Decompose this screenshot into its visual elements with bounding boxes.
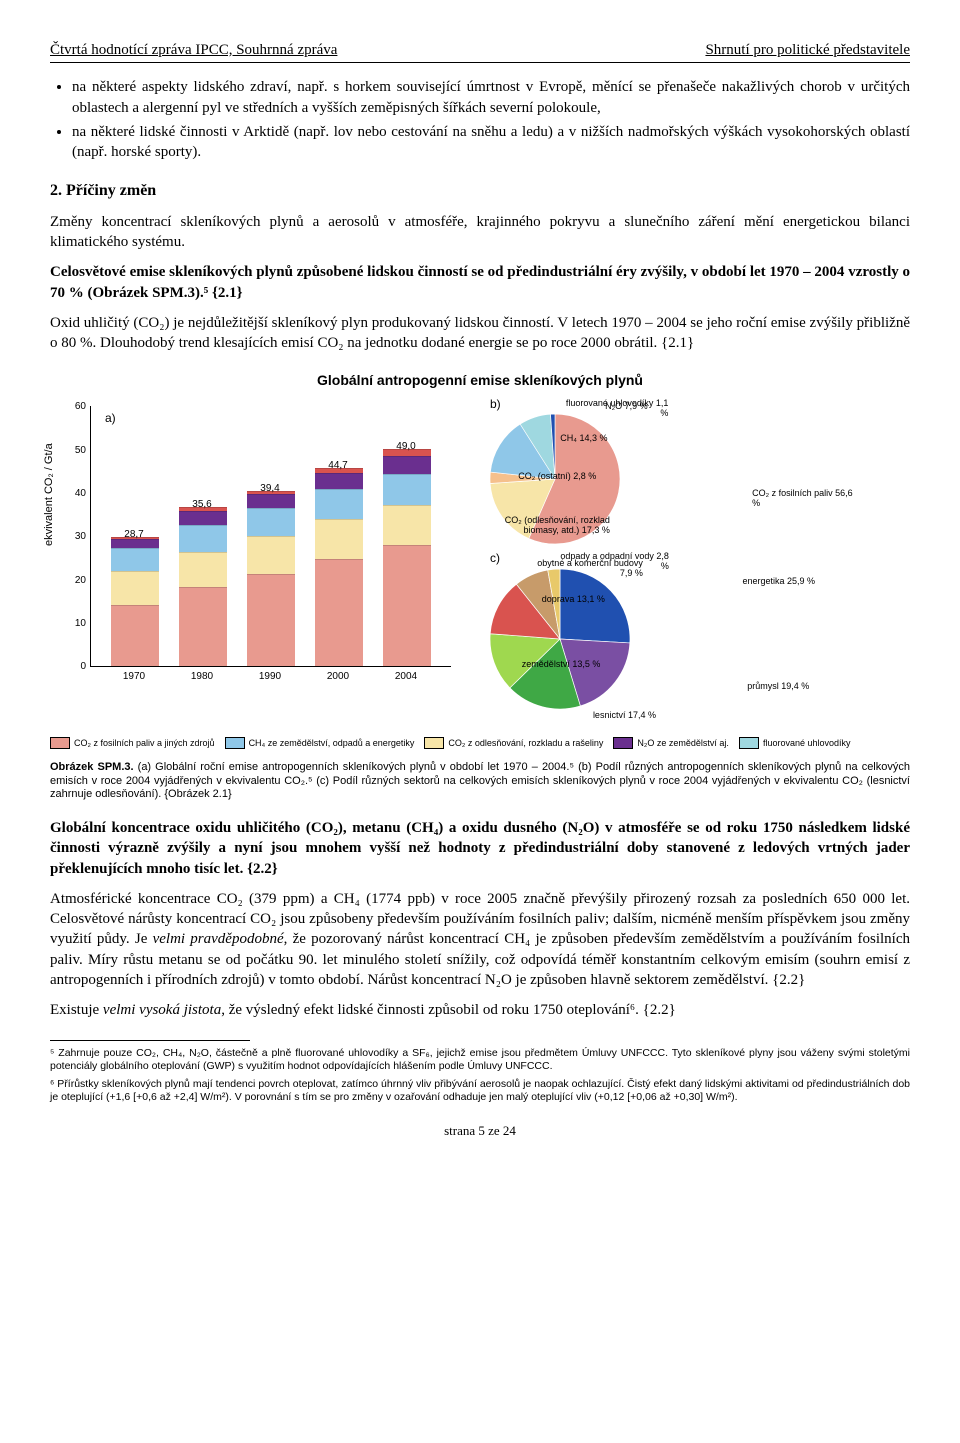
panels-bc: b) CO₂ z fosilních paliv 56,6 % CO₂ (odle… — [490, 396, 890, 708]
y-tick-label: 40 — [70, 487, 86, 501]
page-number: strana 5 ze 24 — [50, 1122, 910, 1140]
legend-label: CO₂ z fosilních paliv a jiných zdrojů — [74, 737, 215, 749]
bar-value-label: 49,0 — [382, 440, 430, 454]
pie-slice-label: CO₂ z fosilních paliv 56,6 % — [752, 489, 862, 509]
panel-b-label: b) — [490, 396, 890, 412]
pie-slice-label: CO₂ (ostatní) 2,8 % — [518, 472, 596, 482]
y-axis-label: ekvivalent CO₂ / Gt/a — [42, 444, 57, 547]
x-tick-label: 1980 — [172, 670, 232, 688]
panel-a-barchart: a) ekvivalent CO₂ / Gt/a 0102030405060 1… — [50, 396, 470, 706]
caption-lead: Obrázek SPM.3. — [50, 761, 134, 773]
paragraph-bold: Globální koncentrace oxidu uhličitého (C… — [50, 818, 910, 879]
pie-slice-label: fluorované uhlovodíky 1,1 % — [558, 399, 668, 419]
legend-label: CO₂ z odlesňování, rozkladu a rašeliny — [448, 737, 603, 749]
legend-item: fluorované uhlovodíky — [739, 737, 851, 749]
y-tick-label: 30 — [70, 530, 86, 544]
legend-item: CO₂ z odlesňování, rozkladu a rašeliny — [424, 737, 603, 749]
header-left: Čtvrtá hodnotící zpráva IPCC, Souhrnná z… — [50, 40, 337, 60]
pie-c — [490, 569, 630, 709]
paragraph-bold: Celosvětové emise skleníkových plynů způ… — [50, 262, 910, 303]
y-tick-label: 0 — [70, 660, 86, 674]
list-item: na některé lidské činnosti v Arktidě (na… — [72, 122, 910, 163]
paragraph: Změny koncentrací skleníkových plynů a a… — [50, 212, 910, 253]
header-right: Shrnutí pro politické představitele — [705, 40, 910, 60]
bar-value-label: 44,7 — [314, 459, 362, 473]
pie-slice-label: průmysl 19,4 % — [747, 682, 809, 692]
caption-text: (a) Globální roční emise antropogenních … — [50, 761, 910, 801]
pie-slice-label: zemědělství 13,5 % — [522, 660, 601, 670]
footnote-5: ⁵ Zahrnuje pouze CO₂, CH₄, N₂O, částečně… — [50, 1047, 910, 1073]
legend-swatch — [424, 737, 444, 749]
legend-swatch — [739, 737, 759, 749]
bar-value-label: 35,6 — [178, 498, 226, 512]
pie-slice-label: lesnictví 17,4 % — [593, 711, 656, 721]
bar-value-label: 39,4 — [246, 482, 294, 496]
x-tick-label: 2004 — [376, 670, 436, 688]
page-header: Čtvrtá hodnotící zpráva IPCC, Souhrnná z… — [50, 40, 910, 63]
footnote-separator — [50, 1040, 250, 1041]
pie-slice-label: odpady a odpadní vody 2,8 % — [559, 552, 669, 572]
pie-slice-label: CO₂ (odlesňování, rozklad biomasy, atd.)… — [500, 516, 610, 536]
pie-slice-label: energetika 25,9 % — [743, 577, 816, 587]
legend-label: N₂O ze zemědělství aj. — [637, 737, 729, 749]
pie-slice-label: doprava 13,1 % — [542, 595, 605, 605]
bar-value-label: 28,7 — [110, 528, 158, 542]
legend-item: CO₂ z fosilních paliv a jiných zdrojů — [50, 737, 215, 749]
section-heading: 2. Příčiny změn — [50, 180, 910, 202]
bullet-list: na některé aspekty lidského zdraví, např… — [72, 77, 910, 162]
x-tick-label: 1990 — [240, 670, 300, 688]
bar-1980 — [179, 507, 227, 666]
footnote-6: ⁶ Přírůstky skleníkových plynů mají tend… — [50, 1078, 910, 1104]
legend-item: CH₄ ze zemědělství, odpadů a energetiky — [225, 737, 415, 749]
legend-label: CH₄ ze zemědělství, odpadů a energetiky — [249, 737, 415, 749]
bar-2000 — [315, 468, 363, 667]
bar-1970 — [111, 537, 159, 666]
list-item: na některé aspekty lidského zdraví, např… — [72, 77, 910, 118]
bar-legend: CO₂ z fosilních paliv a jiných zdrojů CH₄… — [50, 737, 910, 749]
bar-1990 — [247, 491, 295, 667]
pie-slice-label: CH₄ 14,3 % — [560, 434, 607, 444]
legend-swatch — [613, 737, 633, 749]
y-tick-label: 10 — [70, 617, 86, 631]
legend-swatch — [225, 737, 245, 749]
paragraph: Existuje velmi vysoká jistota, že výsled… — [50, 1000, 910, 1020]
figure-spm3: Globální antropogenní emise skleníkových… — [50, 371, 910, 748]
legend-item: N₂O ze zemědělství aj. — [613, 737, 729, 749]
y-tick-label: 60 — [70, 400, 86, 414]
pie-slice — [560, 569, 630, 643]
x-tick-label: 1970 — [104, 670, 164, 688]
y-tick-label: 20 — [70, 574, 86, 588]
legend-swatch — [50, 737, 70, 749]
bar-2004 — [383, 449, 431, 666]
paragraph: Oxid uhličitý (CO₂) je nejdůležitější sk… — [50, 313, 910, 354]
paragraph: Atmosférické koncentrace CO₂ (379 ppm) a… — [50, 889, 910, 990]
y-tick-label: 50 — [70, 444, 86, 458]
figure-title: Globální antropogenní emise skleníkových… — [50, 371, 910, 390]
legend-label: fluorované uhlovodíky — [763, 737, 851, 749]
figure-caption: Obrázek SPM.3. (a) Globální roční emise … — [50, 761, 910, 802]
x-tick-label: 2000 — [308, 670, 368, 688]
